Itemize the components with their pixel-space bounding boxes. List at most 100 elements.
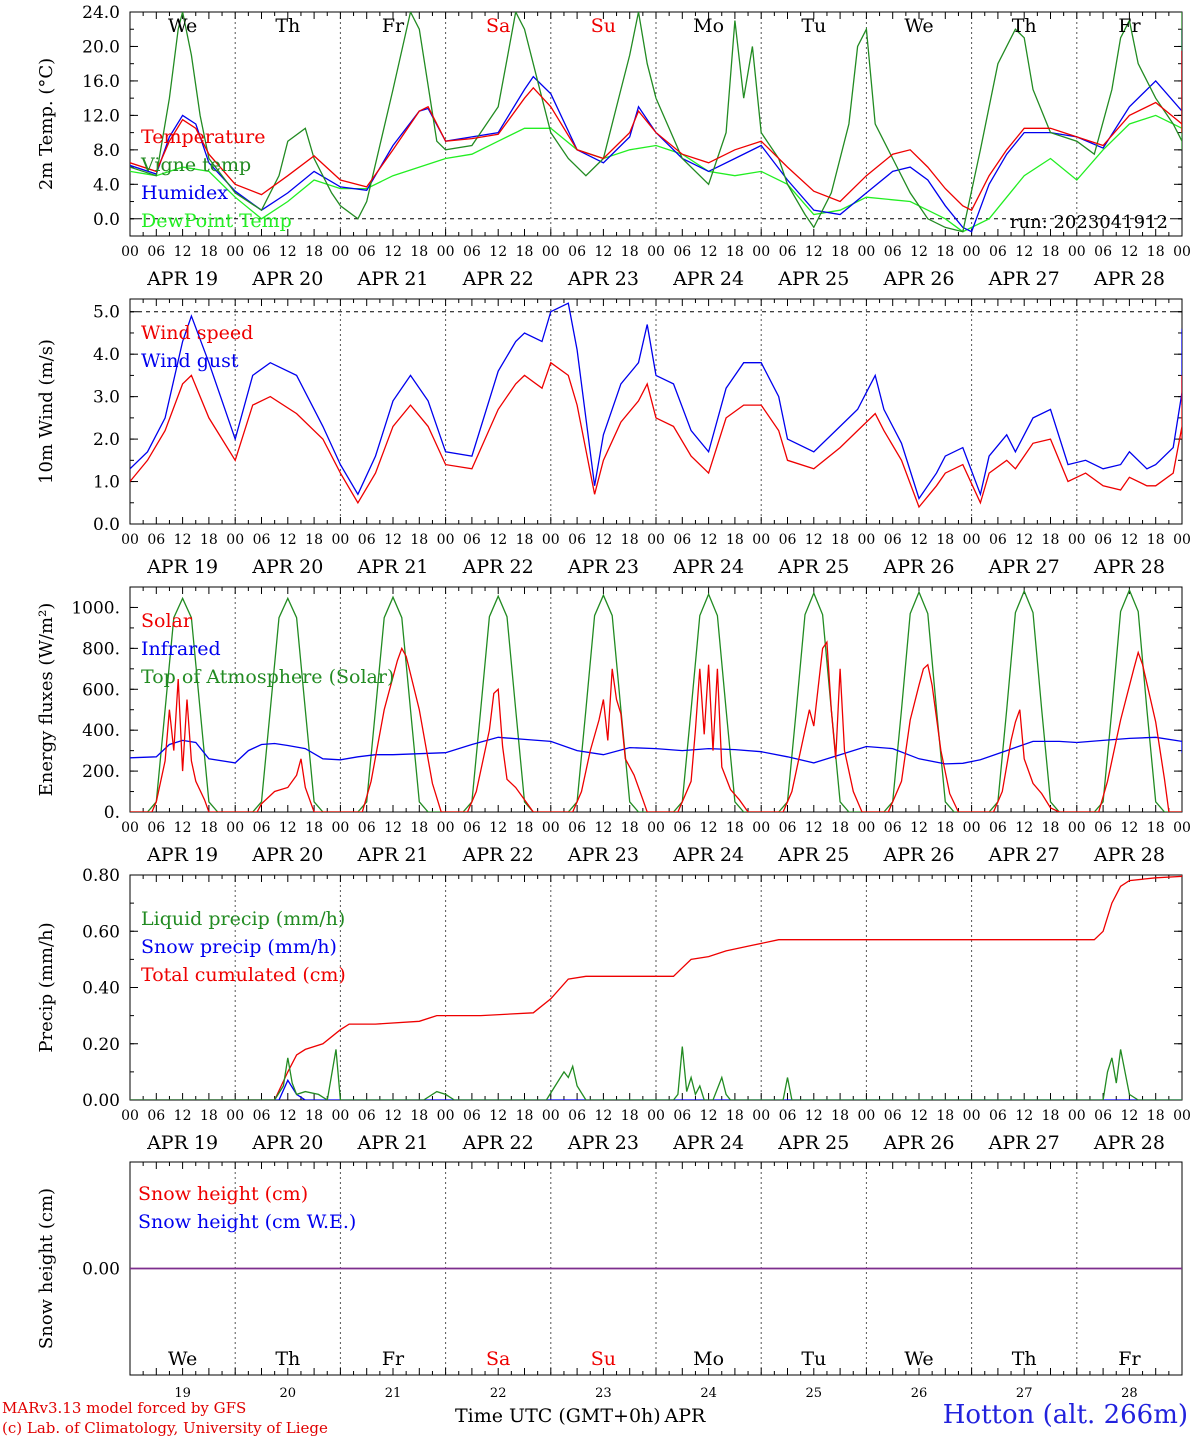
y-axis-title: 10m Wind (m/s) [36, 339, 57, 484]
hour-tick-label: 12 [1120, 244, 1138, 260]
date-label: APR 24 [672, 1132, 744, 1154]
legend-infrared: Infrared [141, 638, 221, 660]
date-label: APR 25 [777, 268, 849, 290]
date-label: APR 19 [146, 1132, 218, 1154]
hour-tick-label: 06 [358, 1108, 376, 1124]
weekday-label: We [168, 1348, 197, 1370]
hour-tick-label: 06 [673, 244, 691, 260]
date-label: APR 24 [672, 268, 744, 290]
date-label: APR 20 [251, 556, 323, 578]
y-tick-label: 20.0 [82, 37, 120, 57]
date-label: APR 21 [356, 1132, 428, 1154]
weekday-label: We [168, 15, 197, 37]
hour-tick-label: 12 [1015, 1108, 1033, 1124]
hour-tick-label: 12 [1120, 532, 1138, 548]
hour-tick-label: 12 [384, 532, 402, 548]
date-label: APR 27 [988, 844, 1060, 866]
y-axis-title: Snow height (cm) [36, 1188, 57, 1349]
hour-tick-label: 18 [200, 820, 218, 836]
x-axis-title: Time UTC (GMT+0h) APR [455, 1405, 705, 1427]
hour-tick-label: 06 [147, 244, 165, 260]
date-label: APR 26 [882, 268, 954, 290]
hour-tick-label: 06 [884, 1108, 902, 1124]
y-axis-title: Energy fluxes (W/m²) [36, 603, 57, 797]
legend-total-cumulated-cm-: Total cumulated (cm) [141, 964, 346, 986]
legend-liquid-precip-mm-h-: Liquid precip (mm/h) [141, 908, 345, 930]
hour-tick-label: 06 [253, 244, 271, 260]
hour-tick-label: 00 [1068, 820, 1086, 836]
hour-tick-label: 06 [568, 532, 586, 548]
day-number-label: 22 [490, 1386, 507, 1401]
hour-tick-label: 18 [516, 244, 534, 260]
hour-tick-label: 12 [805, 1108, 823, 1124]
hour-tick-label: 18 [410, 820, 428, 836]
legend-temperature: Temperature [141, 126, 265, 148]
weekday-label: Th [275, 15, 300, 37]
hour-tick-label: 06 [463, 244, 481, 260]
hour-tick-label: 12 [489, 820, 507, 836]
hour-tick-label: 06 [989, 532, 1007, 548]
hour-tick-label: 00 [121, 820, 139, 836]
date-label: APR 21 [356, 556, 428, 578]
weekday-label: Su [591, 1348, 616, 1370]
date-label: APR 26 [882, 1132, 954, 1154]
hour-tick-label: 18 [726, 820, 744, 836]
hour-tick-label: 18 [516, 532, 534, 548]
hour-tick-label: 18 [1042, 1108, 1060, 1124]
series-wind-gust-line [130, 302, 1182, 500]
hour-tick-label: 06 [884, 820, 902, 836]
hour-tick-label: 12 [594, 820, 612, 836]
date-label: APR 20 [251, 844, 323, 866]
series-total-cumulated-cm--line [130, 875, 1182, 1100]
hour-tick-label: 00 [437, 532, 455, 548]
hour-tick-label: 06 [1094, 1108, 1112, 1124]
hour-tick-label: 00 [331, 1108, 349, 1124]
hour-tick-label: 12 [805, 532, 823, 548]
hour-tick-label: 18 [200, 532, 218, 548]
series-solar-line [130, 640, 1182, 812]
weekday-label: Fr [382, 1348, 405, 1370]
legend-snow-precip-mm-h-: Snow precip (mm/h) [141, 936, 337, 958]
day-number-label: 24 [700, 1386, 717, 1401]
hour-tick-label: 18 [1147, 1108, 1165, 1124]
weekday-label: Su [591, 15, 616, 37]
hour-tick-label: 18 [305, 820, 323, 836]
panel-energy: 0. 200. 400. 600. 800. 1000. Energy fluxes (W/… [36, 586, 1191, 866]
hour-tick-label: 00 [963, 532, 981, 548]
y-tick-label: 0.00 [82, 1091, 120, 1111]
hour-tick-label: 00 [857, 820, 875, 836]
hour-tick-label: 06 [1094, 244, 1112, 260]
date-label: APR 20 [251, 268, 323, 290]
day-number-label: 26 [911, 1386, 928, 1401]
date-label: APR 23 [567, 268, 639, 290]
hour-tick-label: 12 [279, 532, 297, 548]
y-tick-label: 16.0 [82, 72, 120, 92]
date-label: APR 25 [777, 844, 849, 866]
hour-tick-label: 06 [568, 244, 586, 260]
hour-tick-label: 18 [1042, 532, 1060, 548]
hour-tick-label: 00 [226, 532, 244, 548]
hour-tick-label: 12 [910, 1108, 928, 1124]
hour-tick-label: 18 [936, 1108, 954, 1124]
hour-tick-label: 12 [700, 532, 718, 548]
date-label: APR 24 [672, 844, 744, 866]
y-axis-title: 2m Temp. (°C) [36, 58, 57, 190]
date-label: APR 19 [146, 268, 218, 290]
hour-tick-label: 00 [647, 244, 665, 260]
y-tick-label: 0.0 [93, 515, 120, 535]
series-temperature-line [130, 50, 1182, 212]
hour-tick-label: 12 [489, 532, 507, 548]
hour-tick-label: 18 [621, 532, 639, 548]
hour-tick-label: 06 [253, 1108, 271, 1124]
hour-tick-label: 00 [857, 244, 875, 260]
hour-tick-label: 06 [568, 1108, 586, 1124]
hour-tick-label: 12 [700, 244, 718, 260]
hour-tick-label: 00 [331, 244, 349, 260]
hour-tick-label: 06 [989, 244, 1007, 260]
hour-tick-label: 18 [305, 244, 323, 260]
y-tick-label: 400. [82, 721, 120, 741]
hour-tick-label: 12 [1120, 1108, 1138, 1124]
series-top-of-atmosphere-solar--line [130, 588, 1182, 812]
hour-tick-label: 06 [673, 532, 691, 548]
model-credit: MARv3.13 model forced by GFS [2, 1399, 247, 1417]
